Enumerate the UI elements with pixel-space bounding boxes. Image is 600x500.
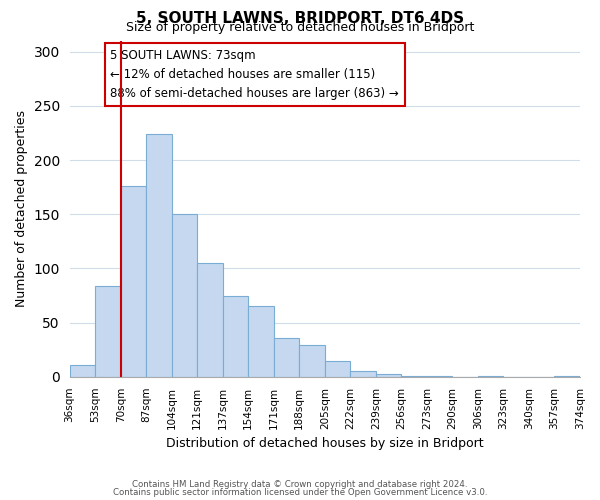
Bar xyxy=(121,186,146,377)
Bar xyxy=(274,338,299,377)
Bar xyxy=(70,365,95,377)
Text: Contains public sector information licensed under the Open Government Licence v3: Contains public sector information licen… xyxy=(113,488,487,497)
Text: 5, SOUTH LAWNS, BRIDPORT, DT6 4DS: 5, SOUTH LAWNS, BRIDPORT, DT6 4DS xyxy=(136,11,464,26)
Bar xyxy=(223,296,248,377)
Text: 5 SOUTH LAWNS: 73sqm
← 12% of detached houses are smaller (115)
88% of semi-deta: 5 SOUTH LAWNS: 73sqm ← 12% of detached h… xyxy=(110,50,399,100)
Bar xyxy=(248,306,274,377)
Bar xyxy=(146,134,172,377)
Bar xyxy=(95,286,121,377)
Bar xyxy=(299,346,325,377)
Bar xyxy=(554,376,580,377)
Bar xyxy=(325,360,350,377)
Bar xyxy=(427,376,452,377)
Bar xyxy=(197,263,223,377)
Bar xyxy=(350,372,376,377)
Bar xyxy=(376,374,401,377)
Y-axis label: Number of detached properties: Number of detached properties xyxy=(15,110,28,308)
X-axis label: Distribution of detached houses by size in Bridport: Distribution of detached houses by size … xyxy=(166,437,484,450)
Bar xyxy=(478,376,503,377)
Bar xyxy=(401,376,427,377)
Bar xyxy=(172,214,197,377)
Text: Size of property relative to detached houses in Bridport: Size of property relative to detached ho… xyxy=(126,22,474,35)
Text: Contains HM Land Registry data © Crown copyright and database right 2024.: Contains HM Land Registry data © Crown c… xyxy=(132,480,468,489)
